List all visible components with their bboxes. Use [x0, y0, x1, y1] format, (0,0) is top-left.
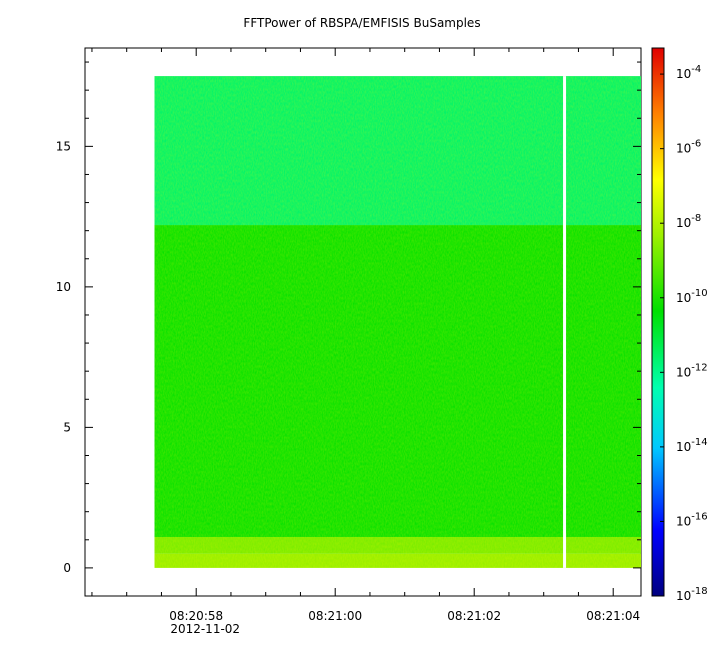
colorbar-tick-label: 10-14 [676, 437, 708, 454]
x-tick-label: 08:21:04 [586, 609, 640, 623]
colorbar-tick-label: 10-6 [676, 139, 701, 156]
colorbar [651, 47, 665, 597]
y-tick-label: 15 [56, 139, 71, 153]
x-tick-label: 08:20:58 [169, 609, 223, 623]
colorbar-tick-label: 10-8 [676, 213, 701, 230]
colorbar-tick-label: 10-12 [676, 362, 708, 379]
colorbar-tick-label: 10-18 [676, 586, 708, 603]
spectrogram-noise [154, 76, 641, 568]
colorbar-tick-label: 10-4 [676, 64, 701, 81]
colorbar-tick-label: 10-16 [676, 511, 708, 528]
data-gap [563, 76, 567, 568]
colorbar-ticks: 10-4 10-6 10-8 10-10 10-12 10-14 10-16 10-18 [660, 64, 708, 603]
y-tick-label: 5 [63, 420, 71, 434]
x-tick-label: 08:21:00 [308, 609, 362, 623]
colorbar-tick-label: 10-10 [676, 288, 708, 305]
x-tick-label: 08:21:02 [447, 609, 501, 623]
chart-title: FFTPower of RBSPA/EMFISIS BuSamples [243, 16, 481, 30]
y-tick-label: 10 [56, 280, 71, 294]
x-date-label: 2012-11-02 [170, 622, 240, 636]
spectrogram-image [154, 76, 641, 568]
y-tick-label: 0 [63, 561, 71, 575]
